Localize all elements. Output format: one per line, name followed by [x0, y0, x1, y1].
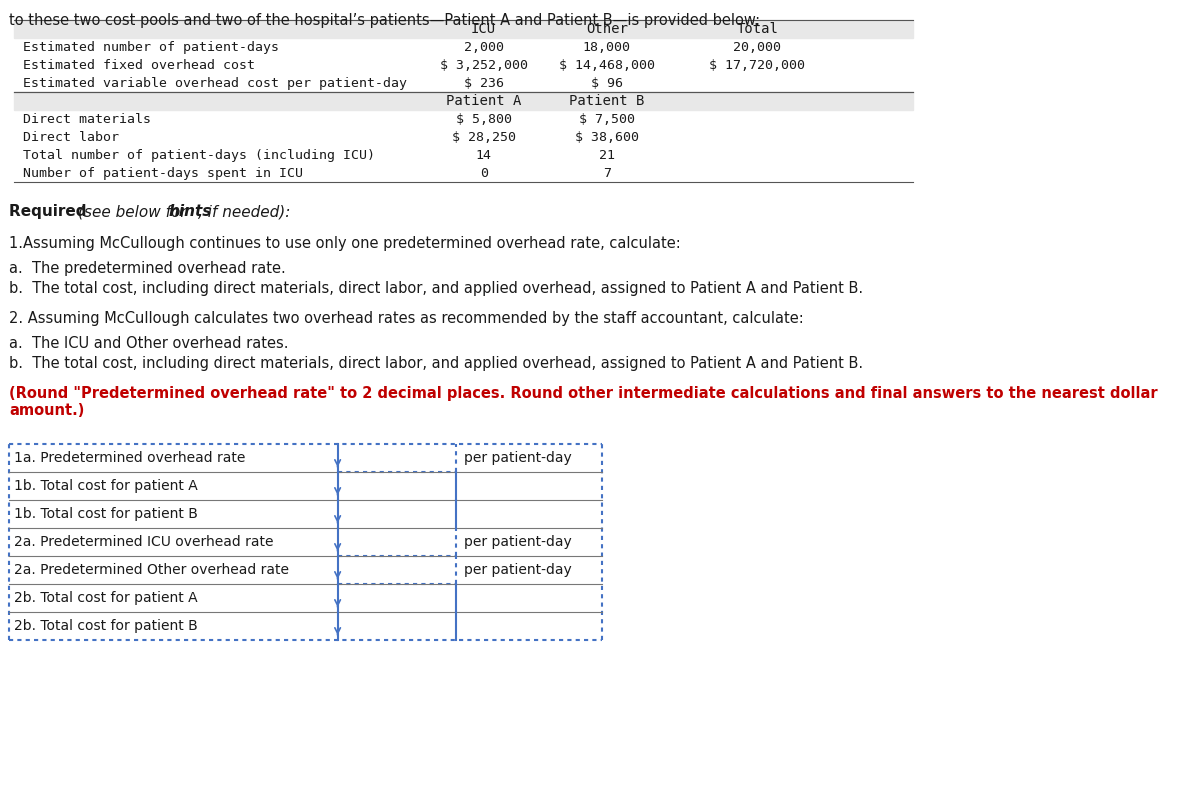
Text: per patient-day: per patient-day — [463, 451, 571, 465]
Text: to these two cost pools and two of the hospital’s patients—Patient A and Patient: to these two cost pools and two of the h… — [10, 13, 761, 28]
Text: per patient-day: per patient-day — [463, 563, 571, 577]
Text: Number of patient-days spent in ICU: Number of patient-days spent in ICU — [23, 166, 302, 180]
Text: b.  The total cost, including direct materials, direct labor, and applied overhe: b. The total cost, including direct mate… — [10, 356, 863, 371]
Text: 1b. Total cost for patient A: 1b. Total cost for patient A — [13, 479, 198, 493]
Text: (see below for: (see below for — [78, 204, 191, 219]
Text: Patient A: Patient A — [446, 94, 521, 108]
Text: 2. Assuming McCullough calculates two overhead rates as recommended by the staff: 2. Assuming McCullough calculates two ov… — [10, 311, 804, 326]
Text: $ 38,600: $ 38,600 — [575, 131, 638, 143]
Text: hints: hints — [169, 204, 212, 219]
Text: Other: Other — [586, 22, 628, 36]
Text: 0: 0 — [480, 166, 487, 180]
Text: Patient B: Patient B — [569, 94, 644, 108]
Text: $ 28,250: $ 28,250 — [451, 131, 516, 143]
Text: $ 5,800: $ 5,800 — [456, 113, 511, 125]
Text: $ 17,720,000: $ 17,720,000 — [709, 58, 805, 72]
Text: 21: 21 — [599, 148, 614, 162]
Text: $ 96: $ 96 — [590, 76, 623, 90]
Text: Total number of patient-days (including ICU): Total number of patient-days (including … — [23, 148, 374, 162]
Text: b.  The total cost, including direct materials, direct labor, and applied overhe: b. The total cost, including direct mate… — [10, 281, 863, 296]
Bar — [13, 92, 912, 110]
Text: , if needed):: , if needed): — [198, 204, 290, 219]
Text: Estimated variable overhead cost per patient-day: Estimated variable overhead cost per pat… — [23, 76, 407, 90]
Text: per patient-day: per patient-day — [463, 535, 571, 549]
Text: 18,000: 18,000 — [583, 40, 631, 54]
Text: ICU: ICU — [472, 22, 496, 36]
Text: Required: Required — [10, 204, 92, 219]
Text: 1a. Predetermined overhead rate: 1a. Predetermined overhead rate — [13, 451, 245, 465]
Text: Estimated number of patient-days: Estimated number of patient-days — [23, 40, 278, 54]
Text: Direct labor: Direct labor — [23, 131, 119, 143]
Text: Total: Total — [737, 22, 779, 36]
Text: a.  The predetermined overhead rate.: a. The predetermined overhead rate. — [10, 261, 286, 276]
Text: 1b. Total cost for patient B: 1b. Total cost for patient B — [13, 507, 198, 521]
Text: 2b. Total cost for patient B: 2b. Total cost for patient B — [13, 619, 198, 633]
Text: $ 236: $ 236 — [463, 76, 504, 90]
Text: $ 3,252,000: $ 3,252,000 — [439, 58, 528, 72]
Text: Direct materials: Direct materials — [23, 113, 151, 125]
Text: 2a. Predetermined Other overhead rate: 2a. Predetermined Other overhead rate — [13, 563, 289, 577]
Text: 14: 14 — [475, 148, 492, 162]
Text: (Round "Predetermined overhead rate" to 2 decimal places. Round other intermedia: (Round "Predetermined overhead rate" to … — [10, 386, 1158, 418]
Text: 2b. Total cost for patient A: 2b. Total cost for patient A — [13, 591, 197, 605]
Text: 2,000: 2,000 — [463, 40, 504, 54]
Text: 2a. Predetermined ICU overhead rate: 2a. Predetermined ICU overhead rate — [13, 535, 274, 549]
Text: $ 7,500: $ 7,500 — [578, 113, 635, 125]
Text: a.  The ICU and Other overhead rates.: a. The ICU and Other overhead rates. — [10, 336, 289, 351]
Text: Estimated fixed overhead cost: Estimated fixed overhead cost — [23, 58, 254, 72]
Bar — [13, 20, 912, 38]
Text: 1.Assuming McCullough continues to use only one predetermined overhead rate, cal: 1.Assuming McCullough continues to use o… — [10, 236, 680, 251]
Text: 20,000: 20,000 — [733, 40, 781, 54]
Text: 7: 7 — [602, 166, 611, 180]
Text: $ 14,468,000: $ 14,468,000 — [559, 58, 655, 72]
